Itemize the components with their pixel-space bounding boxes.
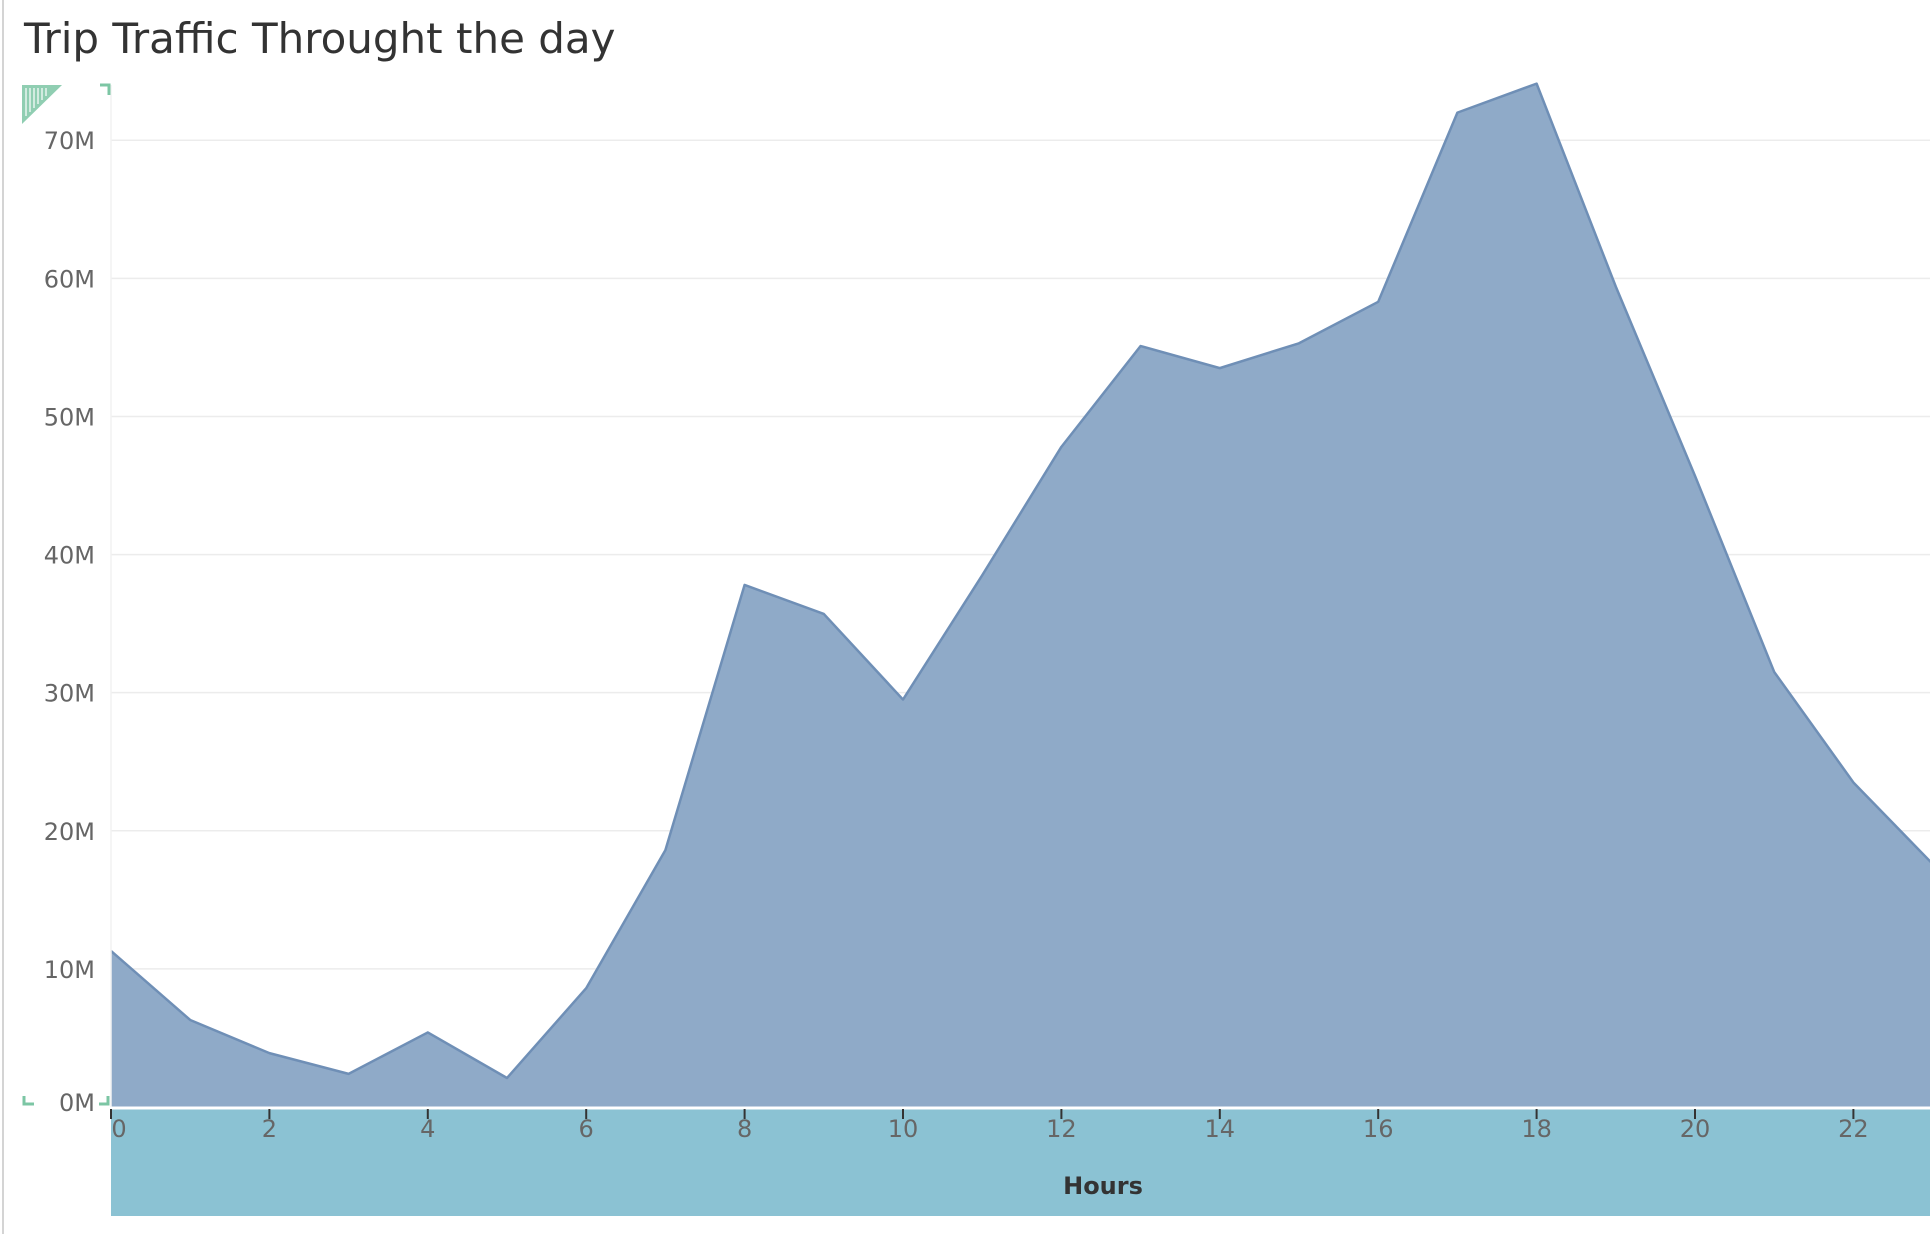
left-border [2, 0, 4, 1234]
x-tick-label-4: 4 [420, 1115, 435, 1143]
data-point-hour-21[interactable] [1771, 669, 1777, 675]
y-axis-ticks: 0M 10M 20M 30M 40M 50M 60M 70M [44, 127, 95, 1117]
data-point-hour-7[interactable] [662, 847, 668, 853]
data-point-hour-2[interactable] [266, 1050, 272, 1056]
x-tick-label-6: 6 [579, 1115, 594, 1143]
data-point-hour-12[interactable] [1058, 444, 1064, 450]
x-axis-title: Hours [1063, 1172, 1143, 1200]
data-point-hour-6[interactable] [583, 985, 589, 991]
x-tick-label-12: 12 [1046, 1115, 1077, 1143]
corner-bracket-top-right [100, 83, 111, 95]
x-tick-label-20: 20 [1680, 1115, 1711, 1143]
x-tick-label-10: 10 [888, 1115, 919, 1143]
y-tick-label-10M: 10M [44, 956, 95, 984]
area-fill[interactable] [111, 83, 1930, 1107]
corner-bracket-bottom-left [22, 1096, 34, 1106]
x-axis-band-rect [111, 1109, 1930, 1216]
corner-markers [22, 83, 111, 1106]
x-tick-label-22: 22 [1838, 1115, 1869, 1143]
data-point-hour-4[interactable] [425, 1029, 431, 1035]
data-point-hour-20[interactable] [1692, 473, 1698, 479]
data-point-hour-1[interactable] [187, 1017, 193, 1023]
y-tick-label-50M: 50M [44, 403, 95, 431]
data-point-hour-9[interactable] [821, 611, 827, 617]
area-line[interactable] [110, 82, 1930, 1080]
data-point-hour-13[interactable] [1138, 343, 1144, 349]
data-point-hour-17[interactable] [1454, 110, 1460, 116]
data-point-hour-19[interactable] [1613, 284, 1619, 290]
y-tick-label-20M: 20M [44, 818, 95, 846]
x-axis-ticks: 0 2 4 6 8 10 12 14 16 18 20 22 [110, 1109, 1869, 1143]
x-tick-label-16: 16 [1363, 1115, 1394, 1143]
data-point-hour-5[interactable] [504, 1075, 510, 1081]
corner-triangle-marker [22, 85, 62, 124]
data-point-hour-14[interactable] [1217, 365, 1223, 371]
x-tick-label-0: 0 [111, 1115, 126, 1143]
y-tick-label-70M: 70M [44, 127, 95, 155]
x-tick-label-18: 18 [1521, 1115, 1552, 1143]
chart-title: Trip Traffic Throught the day [24, 14, 616, 63]
data-point-hour-15[interactable] [1296, 340, 1302, 346]
x-tick-label-14: 14 [1205, 1115, 1236, 1143]
y-tick-label-40M: 40M [44, 542, 95, 570]
y-tick-label-0M: 0M [59, 1089, 95, 1117]
corner-bracket-bottom-right [99, 1096, 110, 1106]
y-tick-label-60M: 60M [44, 265, 95, 293]
data-point-hour-11[interactable] [979, 572, 985, 578]
data-point-hour-8[interactable] [742, 582, 748, 588]
x-tick-label-2: 2 [262, 1115, 277, 1143]
y-tick-label-30M: 30M [44, 680, 95, 708]
data-point-hour-22[interactable] [1850, 779, 1856, 785]
x-axis-band [111, 1109, 1930, 1216]
x-tick-label-8: 8 [737, 1115, 752, 1143]
axes [110, 85, 1930, 1110]
data-point-hour-3[interactable] [346, 1071, 352, 1077]
data-point-hour-10[interactable] [900, 697, 906, 703]
area-series[interactable] [108, 81, 1930, 1107]
data-point-hour-18[interactable] [1534, 81, 1540, 87]
data-point-hour-16[interactable] [1375, 299, 1381, 305]
